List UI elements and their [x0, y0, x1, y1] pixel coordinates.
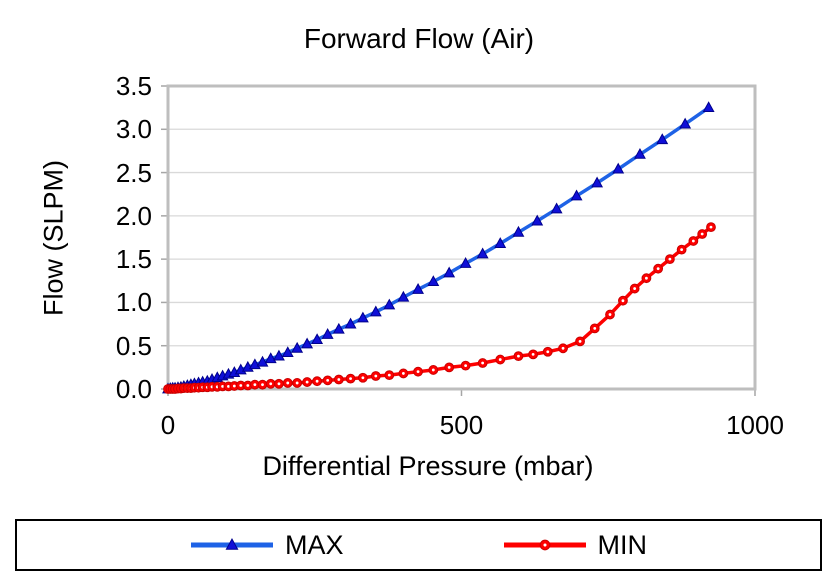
min-series-swatch-icon	[503, 539, 586, 551]
y-tick-label: 1.0	[115, 287, 152, 318]
y-tick-label: 0.5	[115, 330, 152, 361]
x-tick-label: 500	[439, 410, 484, 440]
y-tick-label: 0.0	[115, 374, 152, 404]
legend-label-max: MAX	[285, 529, 344, 560]
x-tick-label: 1000	[726, 410, 784, 440]
y-tick-label: 2.5	[115, 157, 152, 188]
legend-item-max: MAX	[189, 530, 344, 561]
x-tick-label: 0	[160, 410, 176, 440]
max-series-swatch-icon	[191, 538, 273, 550]
y-tick-label: 1.5	[115, 244, 152, 275]
legend-item-min: MIN	[502, 529, 648, 561]
legend-label-min: MIN	[597, 529, 648, 560]
x-axis-title: Differential Pressure (mbar)	[262, 451, 594, 481]
y-tick-label: 3.0	[115, 114, 152, 145]
y-tick-label: 3.5	[115, 71, 152, 101]
y-tick-label: 2.0	[115, 200, 152, 231]
chart-title: Forward Flow (Air)	[303, 23, 535, 54]
legend-box: MAX MIN	[15, 519, 822, 571]
